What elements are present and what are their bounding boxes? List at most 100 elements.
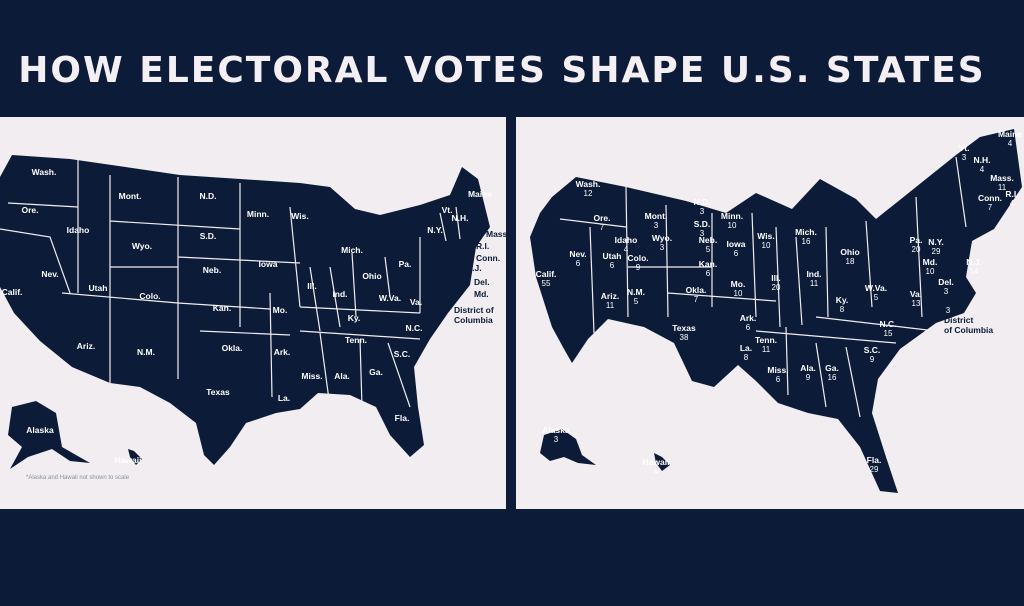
- state-label-conn: Conn.: [476, 253, 500, 263]
- state-label-fla: Fla.: [395, 413, 410, 423]
- electoral-votes-pa: 20: [912, 245, 921, 254]
- state-label-wash: Wash.: [32, 167, 57, 177]
- state-label-ill: Ill.: [307, 281, 316, 291]
- state-label-utah: Utah: [89, 283, 108, 293]
- electoral-votes-la: 8: [744, 353, 749, 362]
- state-label-ala: Ala.: [334, 371, 350, 381]
- cartogram-label-colo: Colo.: [627, 253, 648, 263]
- electoral-votes-vt: 3: [962, 153, 967, 162]
- electoral-votes-conn: 7: [988, 203, 993, 212]
- electoral-votes-nm: 5: [634, 297, 639, 306]
- state-label-ind: Ind.: [332, 289, 347, 299]
- electoral-votes-ky: 8: [840, 305, 845, 314]
- state-label-districtof: District of: [454, 305, 494, 315]
- cartogram-label-ny: N.Y.: [928, 237, 944, 247]
- state-label-nc: N.C.: [406, 323, 423, 333]
- electoral-votes-sd: 3: [700, 229, 705, 238]
- electoral-votes-mo: 10: [734, 289, 743, 298]
- cartogram-label-pa: Pa.: [910, 235, 923, 245]
- cartogram-label-conn: Conn.: [978, 193, 1002, 203]
- cartogram-label-minn: Minn.: [721, 211, 743, 221]
- state-label-md: Md.: [474, 289, 489, 299]
- right-map-labels: Wash.12Ore.7Calif.55Nev.6Idaho4Mont.3Wyo…: [536, 129, 1023, 476]
- electoral-votes-del: 3: [944, 287, 949, 296]
- cartogram-label-nc: N.C.: [880, 319, 897, 329]
- state-label-colo: Colo.: [139, 291, 160, 301]
- page-title: HOW ELECTORAL VOTES SHAPE U.S. STATES: [18, 50, 986, 91]
- electoral-votes-ri: 4: [1010, 199, 1015, 208]
- cartogram-label-nm: N.M.: [627, 287, 645, 297]
- electoral-votes-neb: 5: [706, 245, 711, 254]
- state-label-okla: Okla.: [222, 343, 243, 353]
- cartogram-label-sd: S.D.: [694, 219, 711, 229]
- state-label-sd: S.D.: [200, 231, 217, 241]
- dc-label-line1: District: [944, 315, 973, 325]
- state-label-wyo: Wyo.: [132, 241, 152, 251]
- cartogram-label-calif: Calif.: [536, 269, 557, 279]
- cartogram-mainland-shape: [530, 129, 1022, 493]
- electoral-votes-fla: 29: [870, 465, 879, 474]
- electoral-votes-md: 10: [926, 267, 935, 276]
- electoral-votes-alaska: 3: [554, 435, 559, 444]
- state-label-mo: Mo.: [273, 305, 288, 315]
- electoral-votes-ga: 16: [828, 373, 837, 382]
- electoral-votes-okla: 7: [694, 295, 699, 304]
- cartogram-label-wva: W.Va.: [865, 283, 887, 293]
- electoral-votes-ohio: 18: [846, 257, 855, 266]
- cartogram-label-okla: Okla.: [686, 285, 707, 295]
- state-label-ark: Ark.: [274, 347, 291, 357]
- electoral-votes-wva: 5: [874, 293, 879, 302]
- state-label-ny: N.Y.: [427, 225, 443, 235]
- state-label-vt: Vt.: [442, 205, 453, 215]
- cartogram-label-ind: Ind.: [806, 269, 821, 279]
- hawaii-shape: [104, 435, 142, 465]
- cartogram-label-mass: Mass.: [990, 173, 1014, 183]
- cartogram-label-alaska: Alaska: [542, 425, 570, 435]
- electoral-votes-va: 13: [912, 299, 921, 308]
- state-label-idaho: Idaho: [67, 225, 90, 235]
- electoral-votes-ala: 9: [806, 373, 811, 382]
- state-label-minn: Minn.: [247, 209, 269, 219]
- state-label-pa: Pa.: [399, 259, 412, 269]
- cartogram-label-utah: Utah: [603, 251, 622, 261]
- electoral-votes-maine: 4: [1008, 139, 1013, 148]
- state-label-ga: Ga.: [369, 367, 383, 377]
- geographic-us-map: Wash. Ore. Calif. Nev. Idaho Mont. Wyo. Utah Ari…: [0, 155, 506, 469]
- cartogram-label-nev: Nev.: [569, 249, 586, 259]
- state-label-ore: Ore.: [21, 205, 38, 215]
- cartogram-borders: [559, 156, 967, 418]
- electoral-votes-texas: 38: [680, 333, 689, 342]
- cartogram-label-md: Md.: [923, 257, 938, 267]
- cartogram-label-ga: Ga.: [825, 363, 839, 373]
- cartogram-label-ore: Ore.: [593, 213, 610, 223]
- state-label-kan: Kan.: [213, 303, 231, 313]
- state-label-mont: Mont.: [119, 191, 142, 201]
- state-label-la: La.: [278, 393, 290, 403]
- cartogram-label-ariz: Ariz.: [601, 291, 619, 301]
- cartogram-label-nj: N.J.: [966, 257, 982, 267]
- cartogram-label-wyo: Wyo.: [652, 233, 672, 243]
- left-map-labels: Wash. Ore. Calif. Nev. Idaho Mont. Wyo. Utah Ari…: [2, 167, 506, 465]
- electoral-votes-wis: 10: [762, 241, 771, 250]
- cartogram-label-idaho: Idaho: [615, 235, 638, 245]
- electoral-votes-ind: 11: [810, 279, 819, 288]
- cartogram-label-hawaii: Hawaii: [643, 457, 670, 467]
- electoral-votes-hawaii: 4: [654, 467, 659, 476]
- state-label-alaska: Alaska: [26, 425, 54, 435]
- electoral-votes-mich: 16: [802, 237, 811, 246]
- electoral-votes-nev: 6: [576, 259, 581, 268]
- cartogram-label-miss: Miss.: [767, 365, 788, 375]
- electoral-votes-ark: 6: [746, 323, 751, 332]
- electoral-votes-tenn: 11: [762, 345, 771, 354]
- cartogram-label-kan: Kan.: [699, 259, 717, 269]
- scale-note: *Alaska and Hawaii not shown to scale: [26, 475, 130, 481]
- state-label-nj: N.J.: [466, 263, 482, 273]
- hawaii-cartogram-shape: [628, 437, 670, 471]
- electoral-votes-mass: 11: [998, 183, 1007, 192]
- electoral-votes-idaho: 4: [624, 245, 629, 254]
- electoral-votes-utah: 6: [610, 261, 615, 270]
- state-label-tenn: Tenn.: [345, 335, 367, 345]
- state-label-nm: N.M.: [137, 347, 155, 357]
- cartogram-label-nd: N.D.: [694, 197, 711, 207]
- state-label-columbia: Columbia: [454, 315, 493, 325]
